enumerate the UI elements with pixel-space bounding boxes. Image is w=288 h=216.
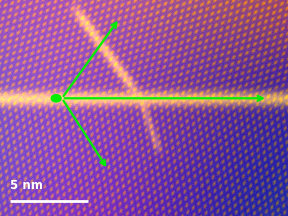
- Text: 5 nm: 5 nm: [10, 179, 43, 192]
- Circle shape: [51, 95, 61, 102]
